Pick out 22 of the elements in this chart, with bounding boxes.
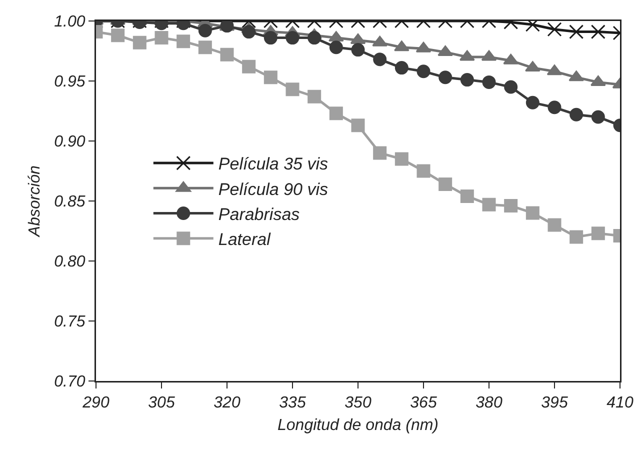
y-tick-label: 0.85 [54, 194, 86, 211]
legend-label: Película 35 vis [218, 154, 329, 174]
x-tick-label: 335 [279, 394, 306, 412]
legend-label: Película 90 vis [218, 180, 329, 199]
y-axis-title: Absorción [26, 165, 44, 238]
x-tick-label: 290 [82, 394, 110, 412]
x-tick-label: 395 [541, 394, 568, 412]
x-axis-title: Longitud de onda (nm) [278, 417, 438, 434]
x-tick-label: 410 [606, 394, 634, 412]
legend-label: Parabrisas [218, 204, 300, 224]
x-tick-label: 350 [344, 394, 372, 412]
y-tick-label: 0.70 [54, 374, 86, 391]
legend-label: Lateral [218, 230, 272, 249]
y-tick-label: 0.75 [54, 314, 86, 331]
y-tick-label: 1.00 [54, 14, 86, 31]
x-tick-label: 320 [214, 394, 240, 412]
x-tick-label: 305 [148, 394, 175, 412]
y-tick-label: 0.95 [54, 74, 86, 91]
y-tick-label: 0.90 [54, 134, 86, 151]
x-tick-label: 365 [410, 394, 437, 412]
x-tick-label: 380 [476, 394, 502, 412]
y-tick-label: 0.80 [54, 254, 86, 271]
